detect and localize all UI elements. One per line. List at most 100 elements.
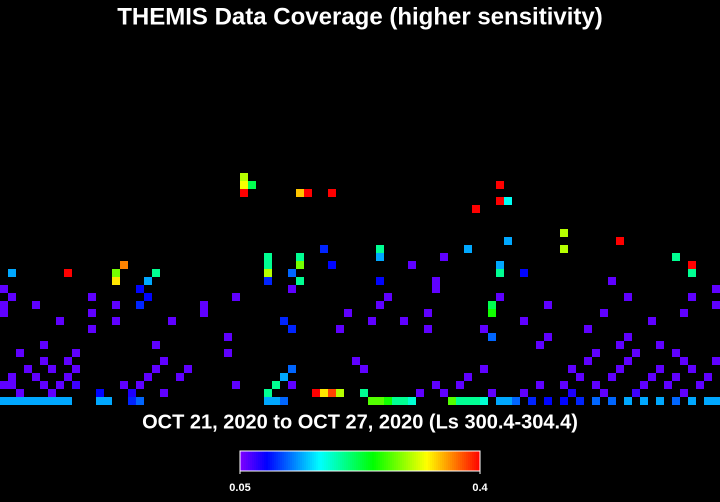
cell	[568, 389, 576, 397]
cell	[584, 357, 592, 365]
colorbar-segment	[308, 451, 311, 471]
cell	[304, 189, 312, 197]
colorbar-segment	[242, 451, 245, 471]
cell	[320, 245, 328, 253]
colorbar-segment	[390, 451, 393, 471]
cell	[160, 389, 168, 397]
cell	[272, 381, 280, 389]
cell	[72, 349, 80, 357]
cell	[624, 397, 632, 405]
colorbar-segment	[466, 451, 469, 471]
cell	[576, 373, 584, 381]
cell	[712, 357, 720, 365]
cell	[560, 245, 568, 253]
cell	[200, 309, 208, 317]
cell	[296, 253, 304, 261]
cell	[296, 189, 304, 197]
cell	[168, 317, 176, 325]
cell	[88, 293, 96, 301]
colorbar-segment	[450, 451, 453, 471]
cell	[688, 293, 696, 301]
cell	[488, 333, 496, 341]
colorbar-segment	[244, 451, 247, 471]
colorbar-segment	[370, 451, 373, 471]
cell	[384, 293, 392, 301]
colorbar-segment	[380, 451, 383, 471]
colorbar-segment	[260, 451, 263, 471]
cell	[160, 357, 168, 365]
colorbar-segment	[476, 451, 479, 471]
cell	[608, 277, 616, 285]
colorbar-segment	[340, 451, 343, 471]
colorbar-segment	[404, 451, 407, 471]
colorbar-segment	[402, 451, 405, 471]
cell	[152, 269, 160, 277]
colorbar-segment	[440, 451, 443, 471]
cell	[544, 333, 552, 341]
cell	[448, 397, 456, 405]
colorbar-segment	[386, 451, 389, 471]
colorbar-segment	[374, 451, 377, 471]
cell	[432, 277, 440, 285]
colorbar-segment	[338, 451, 341, 471]
cell	[640, 381, 648, 389]
colorbar: 0.05 0.4	[229, 450, 489, 494]
cell	[352, 357, 360, 365]
cell	[48, 389, 56, 397]
cell	[360, 389, 368, 397]
colorbar-segment	[342, 451, 345, 471]
cell	[616, 365, 624, 373]
colorbar-segment	[258, 451, 261, 471]
colorbar-segment	[424, 451, 427, 471]
cell	[632, 389, 640, 397]
cell	[0, 309, 8, 317]
cell	[512, 397, 520, 405]
cell	[680, 357, 688, 365]
cell	[232, 381, 240, 389]
cell	[472, 397, 480, 405]
colorbar-segment	[388, 451, 391, 471]
cell	[480, 397, 488, 405]
cell	[40, 341, 48, 349]
colorbar-segment	[448, 451, 451, 471]
cell	[16, 397, 24, 405]
colorbar-segment	[294, 451, 297, 471]
cell	[656, 397, 664, 405]
colorbar-segment	[468, 451, 471, 471]
cell	[616, 341, 624, 349]
cell	[592, 349, 600, 357]
cells	[0, 173, 720, 405]
cell	[528, 397, 536, 405]
cell	[88, 309, 96, 317]
colorbar-segment	[300, 451, 303, 471]
cell	[264, 277, 272, 285]
cell	[520, 389, 528, 397]
cell	[136, 285, 144, 293]
cell	[24, 397, 32, 405]
cell	[112, 317, 120, 325]
colorbar-segment	[346, 451, 349, 471]
colorbar-segment	[382, 451, 385, 471]
cell	[384, 397, 392, 405]
cell	[400, 397, 408, 405]
colorbar-tick-label: 0.05	[229, 482, 250, 494]
colorbar-segment	[348, 451, 351, 471]
cell	[288, 269, 296, 277]
cell	[712, 285, 720, 293]
cell	[376, 301, 384, 309]
cell	[288, 381, 296, 389]
colorbar-segment	[290, 451, 293, 471]
cell	[688, 261, 696, 269]
cell	[440, 253, 448, 261]
colorbar-segment	[464, 451, 467, 471]
cell	[336, 389, 344, 397]
cell	[64, 373, 72, 381]
colorbar-segment	[398, 451, 401, 471]
cell	[240, 189, 248, 197]
cell	[392, 397, 400, 405]
colorbar-segment	[292, 451, 295, 471]
cell	[544, 397, 552, 405]
cell	[40, 397, 48, 405]
cell	[240, 173, 248, 181]
cell	[672, 253, 680, 261]
